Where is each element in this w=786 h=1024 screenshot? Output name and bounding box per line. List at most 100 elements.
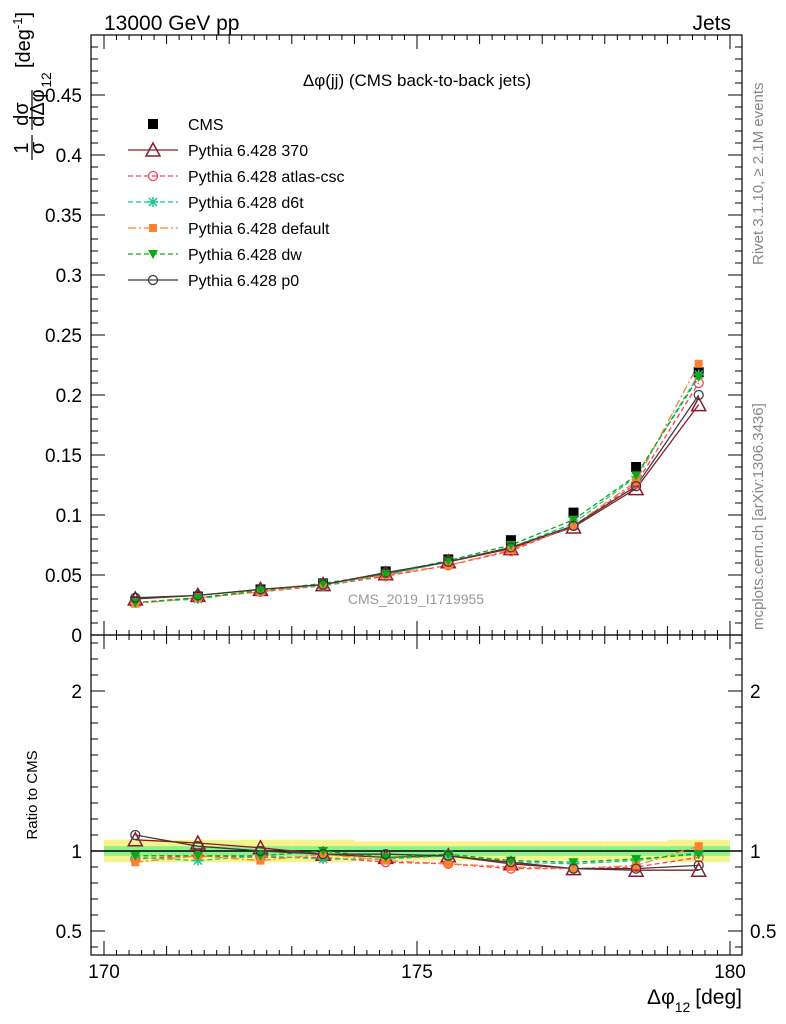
marker-dw — [192, 593, 203, 603]
ratio-line-p370 — [135, 839, 699, 871]
legend-label-atlas: Pythia 6.428 atlas-csc — [188, 169, 345, 186]
ratio-marker-p370 — [127, 831, 144, 847]
y-tick-label-main: 0.2 — [56, 386, 82, 407]
rivet-label: Rivet 3.1.10, ≥ 2.1M events — [750, 83, 767, 266]
ratio-line-p0 — [135, 834, 699, 870]
y-label-unit-sup: -1 — [10, 18, 25, 30]
x-tick-label: 180 — [714, 962, 746, 983]
y-label-dphi-sub: 12 — [38, 72, 54, 88]
series-lines — [135, 363, 700, 871]
ratio-marker-p0 — [443, 850, 454, 861]
series-line-default — [135, 363, 700, 605]
y-label-dphi: dΔφ — [27, 89, 49, 126]
y-tick-label-main: 0.05 — [45, 566, 82, 587]
chart-watermark: CMS_2019_I1719955 — [348, 591, 484, 607]
y-tick-label-ratio-left: 0.5 — [56, 922, 82, 943]
legend-marker-dw — [148, 250, 158, 259]
legend-marker-d6t — [148, 197, 158, 207]
x-label-main: Δφ — [647, 986, 675, 1009]
y-tick-label-ratio-left: 1 — [71, 842, 82, 863]
ratio-marker-p0 — [130, 829, 141, 841]
y-tick-label-ratio-right: 1 — [750, 842, 761, 863]
ratio-line-d6t — [135, 851, 699, 865]
legend-label-p0: Pythia 6.428 p0 — [188, 273, 299, 290]
tick-labels: 170 175 180 0 0.05 0.1 0.15 0.2 0.25 0.3 0.35 0.4 0.… — [45, 86, 776, 983]
legend-marker-p370 — [144, 141, 162, 157]
y-label-one: 1 — [11, 142, 33, 153]
legend-marker-atlas — [147, 170, 159, 182]
marker-default — [569, 521, 578, 530]
y-axis-label-main: 1 σ dσ dΔφ 12 [deg-1] — [10, 12, 54, 160]
ratio-marker-default — [694, 842, 703, 851]
ratio-marker-dw — [318, 847, 329, 856]
marker-p0 — [317, 579, 329, 590]
ratio-marker-default — [444, 859, 453, 868]
y-tick-label-main: 0.4 — [56, 146, 83, 167]
series-markers — [127, 359, 707, 877]
marker-p370 — [627, 480, 645, 496]
ratio-panel-frame — [90, 634, 743, 956]
marker-default — [694, 359, 703, 368]
axis-ticks — [91, 34, 742, 955]
y-tick-label-ratio-right: 0.5 — [750, 922, 776, 943]
y-label-unit-close: ] — [13, 12, 35, 18]
marker-p0 — [443, 556, 454, 567]
ratio-marker-p0 — [192, 841, 204, 852]
ratio-marker-p0 — [568, 863, 579, 874]
legend-label-dw: Pythia 6.428 dw — [188, 247, 302, 264]
legend-label-d6t: Pythia 6.428 d6t — [188, 195, 304, 212]
y-tick-label-main: 0.45 — [45, 86, 82, 107]
ratio-line-dw — [135, 850, 699, 863]
ratio-marker-dw — [693, 850, 704, 860]
ratio-marker-dw — [631, 855, 642, 864]
marker-dw — [130, 598, 141, 608]
y-axis-label-ratio: Ratio to CMS — [24, 750, 41, 839]
marker-p370 — [690, 396, 707, 412]
marker-dw — [255, 586, 266, 596]
legend: CMS Pythia 6.428 370 Pythia 6.428 atlas-cs… — [128, 117, 345, 290]
y-tick-label-main: 0.15 — [45, 446, 82, 467]
ratio-marker-p0 — [505, 857, 517, 868]
ratio-marker-p0 — [380, 849, 391, 860]
mcplots-label: mcplots.cern.ch [arXiv:1306.3436] — [750, 403, 767, 630]
y-tick-label-main: 0.25 — [45, 326, 82, 347]
series-line-p0 — [135, 394, 700, 599]
marker-p0 — [192, 590, 204, 601]
ratio-marker-dw — [255, 851, 266, 861]
legend-marker-p0 — [147, 274, 159, 286]
ratio-marker-p0 — [693, 860, 704, 871]
ratio-marker-default — [632, 861, 641, 870]
y-tick-label-main: 0.3 — [56, 266, 82, 287]
marker-p0 — [130, 592, 141, 603]
legend-label-CMS: CMS — [188, 117, 224, 134]
x-tick-label: 170 — [88, 962, 120, 983]
legend-marker-CMS — [148, 119, 158, 129]
y-label-dsigma: dσ — [11, 102, 33, 126]
marker-p0 — [255, 584, 266, 595]
header-right: Jets — [692, 12, 731, 35]
y-tick-label-main: 0.35 — [45, 206, 82, 227]
y-tick-label-main: 0 — [71, 626, 82, 647]
series-line-d6t — [135, 374, 700, 604]
y-tick-label-ratio-left: 2 — [71, 682, 82, 703]
x-label-unit: [deg] — [695, 986, 742, 1009]
y-label-unit: [deg-1] — [10, 12, 35, 68]
legend-marker-default — [149, 224, 157, 232]
marker-p0 — [505, 542, 517, 553]
x-tick-label: 175 — [401, 962, 433, 983]
marker-dw — [693, 373, 704, 382]
marker-CMS — [568, 507, 579, 518]
x-label-sub: 12 — [675, 999, 691, 1015]
ratio-marker-dw — [568, 858, 579, 868]
marker-dw — [443, 556, 454, 566]
marker-p0 — [693, 389, 704, 401]
ratio-marker-dw — [192, 851, 203, 861]
ratio-marker-default — [569, 864, 578, 873]
marker-dw — [568, 515, 579, 525]
y-label-sigma: σ — [27, 141, 49, 154]
y-label-unit-open: [deg — [13, 29, 35, 68]
y-tick-label-ratio-right: 2 — [750, 682, 761, 703]
marker-dw — [631, 471, 642, 481]
